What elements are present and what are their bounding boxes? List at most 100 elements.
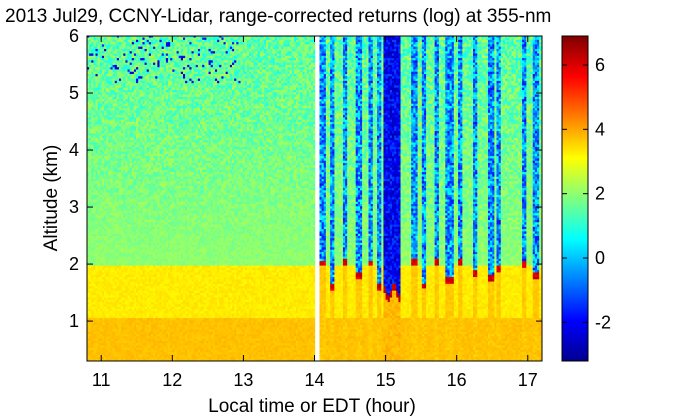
heatmap-cell bbox=[95, 155, 99, 159]
heatmap-cell bbox=[112, 178, 116, 182]
heatmap-cell bbox=[91, 176, 94, 179]
heatmap-cell bbox=[106, 153, 109, 157]
heatmap-cell bbox=[91, 158, 94, 161]
heatmap-cell bbox=[112, 288, 116, 291]
heatmap-cell bbox=[91, 308, 94, 312]
heatmap-cell bbox=[89, 285, 92, 289]
heatmap-cell bbox=[97, 158, 101, 161]
heatmap-cell bbox=[93, 180, 96, 184]
heatmap-cell bbox=[91, 217, 94, 220]
heatmap-cell bbox=[114, 231, 118, 234]
heatmap-cell bbox=[104, 176, 107, 179]
heatmap-cell bbox=[97, 57, 101, 61]
heatmap-cell bbox=[87, 183, 90, 186]
heatmap-cell bbox=[101, 240, 105, 243]
heatmap-cell bbox=[93, 71, 96, 75]
heatmap-cell bbox=[97, 142, 101, 145]
heatmap-cell bbox=[97, 324, 101, 328]
heatmap-cell bbox=[89, 126, 92, 129]
heatmap-cell bbox=[114, 246, 118, 250]
heatmap-cell bbox=[87, 85, 90, 88]
heatmap-cell bbox=[99, 82, 103, 86]
heatmap-cell bbox=[89, 288, 92, 291]
heatmap-cell bbox=[97, 110, 101, 113]
heatmap-cell bbox=[87, 139, 90, 143]
heatmap-cell bbox=[112, 317, 116, 321]
heatmap-cell bbox=[87, 132, 90, 136]
heatmap-cell bbox=[91, 107, 94, 111]
heatmap-cell bbox=[89, 55, 92, 59]
heatmap-cell bbox=[95, 158, 99, 161]
heatmap-cell bbox=[104, 319, 107, 323]
heatmap-cell bbox=[87, 119, 90, 122]
heatmap-cell bbox=[97, 253, 101, 257]
heatmap-cell bbox=[101, 43, 105, 47]
heatmap-cell bbox=[99, 217, 103, 220]
heatmap-cell bbox=[114, 267, 118, 271]
heatmap-cell bbox=[101, 231, 105, 234]
heatmap-cell bbox=[99, 331, 103, 335]
heatmap-cell bbox=[116, 169, 120, 173]
heatmap-cell bbox=[87, 354, 90, 357]
heatmap-cell bbox=[101, 176, 105, 179]
heatmap-cell bbox=[106, 274, 109, 278]
heatmap-cell bbox=[93, 335, 96, 339]
heatmap-cell bbox=[99, 153, 103, 157]
heatmap-cell bbox=[114, 308, 118, 312]
heatmap-cell bbox=[97, 189, 101, 193]
heatmap-cell bbox=[87, 105, 90, 109]
heatmap-cell bbox=[97, 212, 101, 216]
heatmap-cell bbox=[99, 281, 103, 284]
heatmap-cell bbox=[97, 338, 101, 341]
heatmap-cell bbox=[116, 162, 120, 166]
heatmap-cell bbox=[89, 101, 92, 104]
heatmap-cell bbox=[87, 269, 90, 273]
heatmap-cell bbox=[91, 260, 94, 264]
heatmap-cell bbox=[89, 66, 92, 70]
heatmap-cell bbox=[112, 39, 116, 43]
heatmap-cell bbox=[106, 351, 109, 355]
heatmap-cell bbox=[99, 73, 103, 77]
heatmap-cell bbox=[91, 335, 94, 339]
heatmap-cell bbox=[104, 62, 107, 65]
heatmap-cell bbox=[116, 235, 120, 239]
heatmap-cell bbox=[106, 137, 109, 141]
heatmap-cell bbox=[97, 294, 101, 298]
heatmap-cell bbox=[104, 356, 107, 360]
heatmap-cell bbox=[89, 317, 92, 321]
heatmap-cell bbox=[91, 189, 94, 193]
heatmap-cell bbox=[93, 326, 96, 330]
heatmap-cell bbox=[97, 144, 101, 148]
heatmap-cell bbox=[104, 215, 107, 218]
heatmap-cell bbox=[87, 326, 90, 330]
heatmap-cell bbox=[114, 283, 118, 287]
heatmap-cell bbox=[106, 135, 109, 138]
heatmap-cell bbox=[97, 199, 101, 202]
heatmap-cell bbox=[99, 85, 103, 88]
heatmap-cell bbox=[116, 292, 120, 296]
heatmap-cell bbox=[97, 41, 101, 45]
heatmap-cell bbox=[91, 41, 94, 45]
heatmap-cell bbox=[101, 64, 105, 68]
heatmap-cell bbox=[108, 208, 111, 211]
heatmap-cell bbox=[93, 178, 96, 182]
heatmap-cell bbox=[99, 237, 103, 241]
heatmap-cell bbox=[99, 326, 103, 330]
heatmap-cell bbox=[93, 167, 96, 170]
heatmap-cell bbox=[114, 226, 118, 230]
heatmap-cell bbox=[91, 201, 94, 205]
heatmap-cell bbox=[106, 105, 109, 109]
heatmap-cell bbox=[104, 107, 107, 111]
heatmap-cell bbox=[101, 212, 105, 216]
heatmap-cell bbox=[108, 308, 111, 312]
heatmap-cell bbox=[91, 121, 94, 125]
heatmap-cell bbox=[116, 306, 120, 309]
heatmap-cell bbox=[95, 116, 99, 120]
heatmap-cell bbox=[112, 267, 116, 271]
heatmap-cell bbox=[101, 187, 105, 191]
heatmap-cell bbox=[87, 313, 90, 316]
heatmap-cell bbox=[116, 333, 120, 337]
heatmap-cell bbox=[116, 262, 120, 266]
heatmap-cell bbox=[101, 73, 105, 77]
heatmap-cell bbox=[93, 306, 96, 309]
